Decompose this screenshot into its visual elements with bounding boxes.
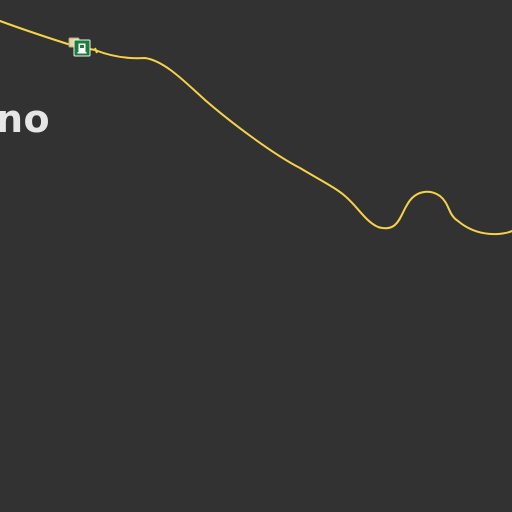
- road-line[interactable]: [0, 20, 512, 236]
- place-label: no: [0, 97, 51, 141]
- road-spur: [94, 47, 98, 54]
- fuel-station-icon[interactable]: [73, 39, 91, 57]
